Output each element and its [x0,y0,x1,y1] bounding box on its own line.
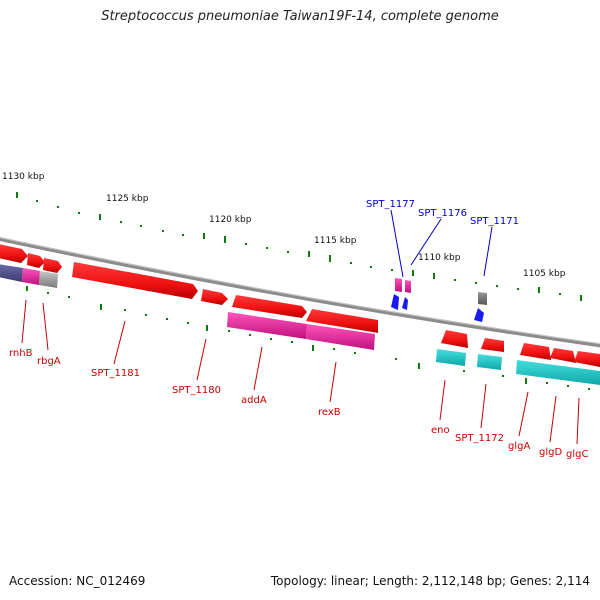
gene-SPT_1180[interactable] [201,289,228,305]
arrow-SPT_1171[interactable] [474,308,484,322]
gene-rnhB[interactable] [0,244,28,263]
label-glgA: glgA [508,441,530,452]
gene-glgD[interactable] [550,348,576,363]
feature-SPT_1177[interactable] [395,278,402,292]
ruler-label-1125: 1125 kbp [106,194,149,204]
feature-tracks [0,264,600,385]
gene-SPT_1181[interactable] [72,262,198,299]
ruler-label-1120: 1120 kbp [209,215,252,225]
feature-purple[interactable] [0,264,23,282]
forward-genes [0,244,600,367]
arrow-SPT_1176[interactable] [402,297,408,310]
gene-glgC[interactable] [574,351,600,367]
feature-SPT_1171[interactable] [478,292,487,305]
feature-magenta-addA[interactable] [227,312,307,339]
label-rnhB: rnhB [9,348,33,359]
gene-glgA[interactable] [520,343,551,360]
label-SPT_1172: SPT_1172 [455,433,504,444]
ruler-label-1115: 1115 kbp [314,236,357,246]
feature-gray-left[interactable] [39,271,58,288]
ruler-label-1110: 1110 kbp [418,253,461,263]
ruler-upper-ticks [16,192,582,301]
feature-labels: SPT_1177 SPT_1176 SPT_1171 [366,199,519,227]
feature-callouts [390,209,493,278]
label-rexB: rexB [318,407,341,418]
label-SPT_1180: SPT_1180 [172,385,221,396]
label-eno: eno [431,425,450,436]
gene-SPT_1172[interactable] [481,338,504,352]
feature-magenta-left[interactable] [22,268,40,285]
ruler-label-1130: 1130 kbp [2,172,45,182]
label-SPT_1177: SPT_1177 [366,199,415,210]
feature-cyan-glgA[interactable] [516,360,600,385]
map-title: Streptococcus pneumoniae Taiwan19F-14, c… [101,9,499,24]
topology-text: Topology: linear; Length: 2,112,148 bp; … [270,574,590,588]
label-rbgA: rbgA [37,356,61,367]
ruler-labels: 1130 kbp 1125 kbp 1120 kbp 1115 kbp 1110… [2,172,566,279]
gene-callouts [21,299,580,445]
label-SPT_1176: SPT_1176 [418,208,467,219]
gene-addA[interactable] [232,295,307,318]
label-addA: addA [241,395,267,406]
ruler-lower-ticks [26,286,590,390]
gene-rexB[interactable] [306,309,378,333]
gene-labels: rnhB rbgA SPT_1181 SPT_1180 addA rexB en… [9,348,588,460]
genome-backbone [0,237,600,348]
ruler-label-1105: 1105 kbp [523,269,566,279]
feature-cyan-eno[interactable] [436,349,466,366]
feature-cyan-SPT_1172[interactable] [477,354,502,370]
label-glgC: glgC [566,449,588,460]
label-SPT_1181: SPT_1181 [91,368,140,379]
feature-magenta-rexB[interactable] [306,324,375,350]
label-SPT_1171: SPT_1171 [470,216,519,227]
label-glgD: glgD [539,447,562,458]
gene-eno[interactable] [441,330,468,348]
gene-rbgA[interactable] [27,253,45,268]
feature-SPT_1176[interactable] [405,280,411,293]
arrow-SPT_1177[interactable] [391,294,399,310]
gene-unnamed-1[interactable] [43,258,62,273]
accession-text: Accession: NC_012469 [9,574,146,588]
